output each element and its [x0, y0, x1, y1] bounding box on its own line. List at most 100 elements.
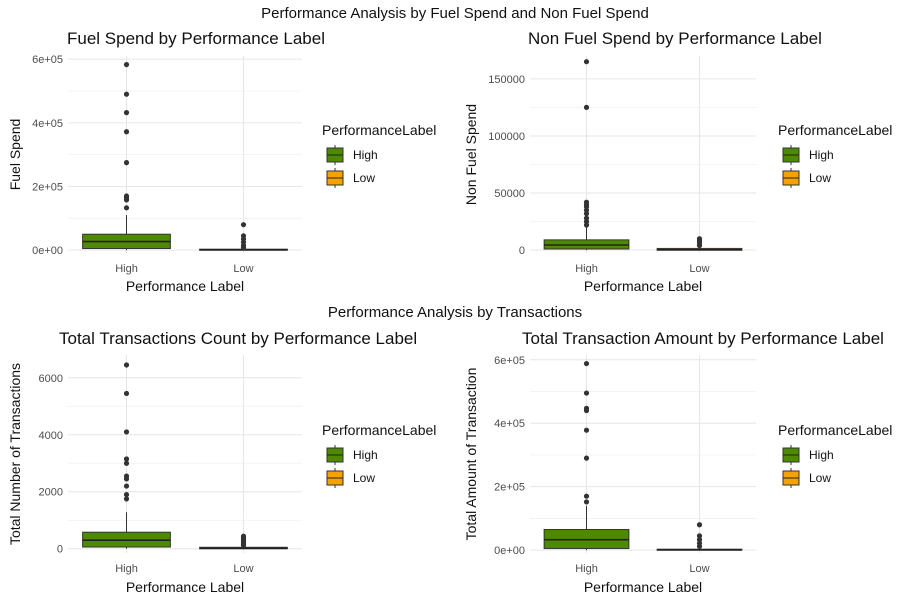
outlier-point — [696, 537, 703, 543]
outlier-point — [696, 533, 703, 539]
legend-label: High — [353, 148, 378, 162]
outlier-point — [123, 496, 130, 502]
y-tick-label: 4e+05 — [494, 418, 525, 430]
outlier-point — [583, 499, 590, 505]
outlier-point — [583, 360, 590, 367]
legend: PerformanceLabel High Low — [322, 422, 436, 488]
box-low — [656, 236, 743, 251]
chart-panel-1: 0e+00 2e+05 4e+05 6e+05 High Low Fuel Spend by… — [7, 29, 436, 294]
outlier-point — [583, 405, 590, 411]
outlier-point — [123, 61, 130, 68]
outlier-point — [123, 129, 130, 135]
y-tick-label: 0 — [519, 245, 525, 257]
legend-label: High — [809, 148, 834, 162]
y-tick-label: 2e+05 — [494, 482, 525, 494]
x-tick-label: High — [575, 263, 598, 275]
legend-label: High — [809, 448, 834, 462]
outlier-point — [123, 205, 130, 211]
y-axis-label: Fuel Spend — [7, 119, 23, 191]
legend-label: Low — [353, 171, 375, 185]
legend-title: PerformanceLabel — [778, 422, 892, 438]
legend-label: High — [353, 448, 378, 462]
y-tick-label: 2000 — [39, 487, 63, 499]
y-tick-label: 4e+05 — [32, 118, 63, 130]
outlier-point — [583, 455, 590, 461]
outlier-point — [123, 429, 130, 435]
legend-title: PerformanceLabel — [322, 122, 436, 138]
y-axis-label: Total Number of Transactions — [7, 363, 23, 545]
outlier-point — [123, 390, 130, 397]
legend-label: Low — [809, 171, 831, 185]
outlier-point — [583, 59, 590, 65]
box-high — [543, 360, 630, 551]
outlier-point — [583, 390, 590, 396]
y-tick-label: 150000 — [488, 74, 525, 86]
outlier-point — [696, 522, 703, 528]
x-tick-label: High — [575, 563, 598, 575]
x-tick-label: Low — [233, 263, 253, 275]
y-tick-label: 100000 — [488, 131, 525, 143]
y-tick-label: 6e+05 — [494, 355, 525, 367]
legend: PerformanceLabel High Low — [322, 122, 436, 188]
y-tick-label: 2e+05 — [32, 181, 63, 193]
x-tick-label: Low — [689, 263, 709, 275]
x-tick-label: High — [115, 563, 138, 575]
outlier-point — [583, 215, 590, 221]
outlier-point — [123, 91, 130, 97]
chart-title: Non Fuel Spend by Performance Label — [528, 29, 822, 48]
y-tick-label: 0e+00 — [32, 245, 63, 257]
outlier-point — [583, 493, 590, 499]
legend-title: PerformanceLabel — [322, 422, 436, 438]
legend-title: PerformanceLabel — [778, 122, 892, 138]
box-high — [543, 59, 630, 251]
top-section-title: Performance Analysis by Fuel Spend and N… — [261, 5, 649, 22]
chart-title: Fuel Spend by Performance Label — [67, 29, 325, 48]
chart-panel-3: 0 2000 4000 6000 High Low Total Transactions C… — [7, 329, 436, 595]
legend: PerformanceLabel High Low — [778, 422, 892, 488]
x-axis-label: Performance Label — [126, 579, 244, 595]
x-tick-label: High — [115, 263, 138, 275]
outlier-point — [583, 427, 590, 433]
legend: PerformanceLabel High Low — [778, 122, 892, 188]
box-high — [82, 61, 171, 251]
outlier-point — [583, 104, 590, 110]
outlier-point — [123, 473, 130, 479]
x-axis-label: Performance Label — [126, 278, 244, 294]
outlier-point — [123, 362, 130, 368]
y-tick-label: 0e+00 — [494, 545, 525, 557]
outlier-point — [123, 193, 130, 199]
outlier-point — [240, 222, 247, 228]
outlier-point — [123, 160, 130, 166]
y-tick-label: 6e+05 — [32, 54, 63, 66]
x-tick-label: Low — [233, 563, 253, 575]
bottom-section-title: Performance Analysis by Transactions — [328, 304, 582, 321]
y-tick-label: 0 — [57, 544, 63, 556]
y-axis-label: Total Amount of Transaction — [463, 368, 479, 541]
x-tick-label: Low — [689, 563, 709, 575]
chart-title: Total Transaction Amount by Performance … — [522, 329, 884, 348]
chart-title: Total Transactions Count by Performance … — [59, 329, 417, 348]
outlier-point — [696, 236, 703, 242]
outlier-point — [123, 110, 130, 116]
outlier-point — [123, 483, 130, 489]
y-tick-label: 6000 — [39, 373, 63, 385]
outlier-point — [123, 456, 130, 462]
legend-label: Low — [353, 471, 375, 485]
y-tick-label: 50000 — [494, 188, 525, 200]
outlier-point — [583, 199, 590, 205]
y-tick-label: 4000 — [39, 430, 63, 442]
chart-panel-2: 0 50000 100000 150000 High Low Non Fuel Spend … — [463, 29, 892, 294]
outlier-point — [240, 233, 247, 239]
chart-panel-4: 0e+00 2e+05 4e+05 6e+05 High Low Total Transac… — [463, 329, 892, 595]
box-low — [199, 533, 288, 550]
box-high — [82, 362, 171, 549]
x-axis-label: Performance Label — [584, 579, 702, 595]
outlier-point — [123, 460, 130, 466]
outlier-point — [240, 533, 247, 539]
box-low — [199, 222, 288, 251]
y-axis-label: Non Fuel Spend — [463, 104, 479, 205]
box-low — [656, 522, 743, 551]
legend-label: Low — [809, 471, 831, 485]
